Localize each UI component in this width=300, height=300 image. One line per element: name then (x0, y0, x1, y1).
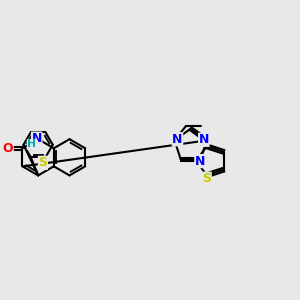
Text: S: S (202, 172, 211, 185)
Text: N: N (199, 133, 209, 146)
Text: N: N (32, 132, 42, 145)
Text: N: N (172, 133, 183, 146)
Text: H: H (27, 140, 36, 149)
Text: O: O (3, 142, 13, 155)
Text: N: N (195, 154, 205, 168)
Text: S: S (38, 156, 47, 169)
